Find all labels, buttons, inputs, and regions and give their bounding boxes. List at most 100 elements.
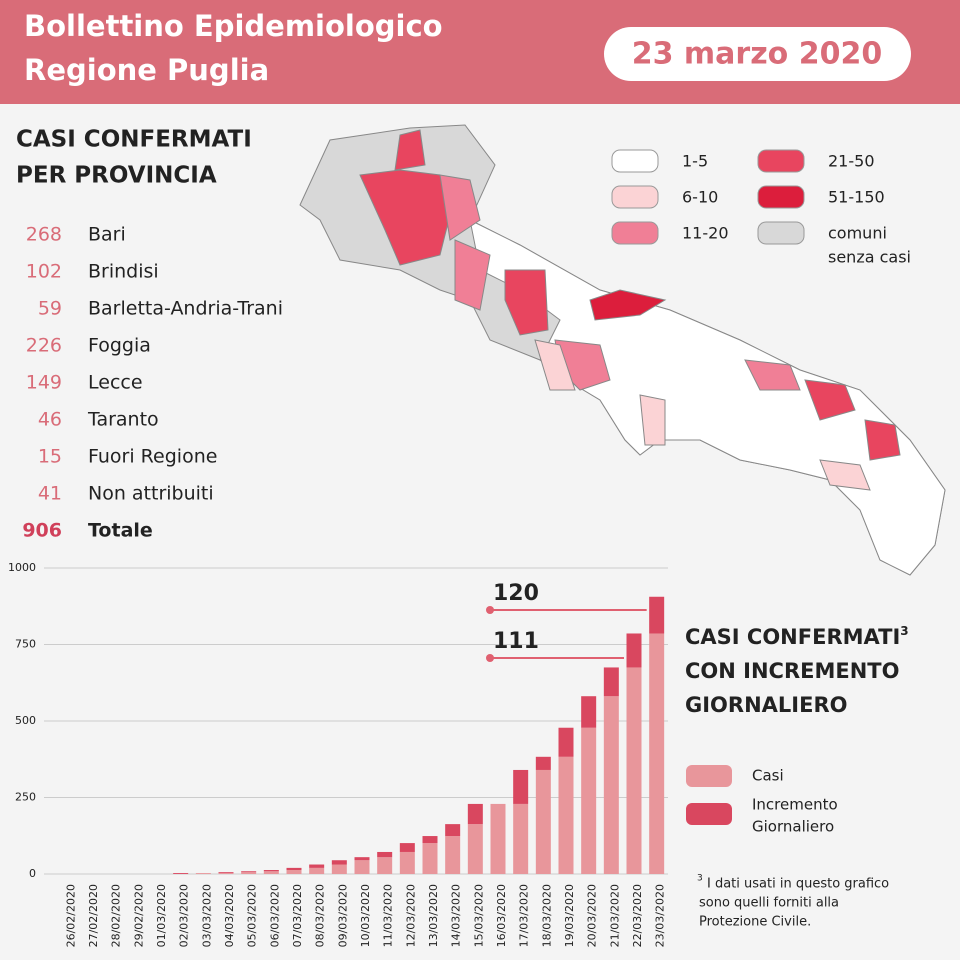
map-area <box>639 394 666 446</box>
bar-segment <box>354 857 370 861</box>
map <box>299 124 946 576</box>
legend-swatch <box>611 185 659 209</box>
province-count: 226 <box>26 335 62 357</box>
bar-segment <box>445 824 461 837</box>
total-label: Totale <box>88 520 153 542</box>
bar-segment <box>626 667 642 874</box>
province-name: Taranto <box>87 409 159 431</box>
header-title: Bollettino Epidemiologico <box>24 9 443 43</box>
legend-label: 1-5 <box>682 152 708 171</box>
annotation-label: 111 <box>493 629 539 654</box>
legend-swatch <box>686 803 732 825</box>
y-tick-label: 500 <box>15 714 36 727</box>
bar-segment <box>422 836 438 844</box>
y-tick-label: 1000 <box>8 561 36 574</box>
map-legend: 1-5 6-10 11-20 21-50 51-150 comuni senza casi <box>611 149 911 267</box>
bar-segment <box>263 871 279 874</box>
x-tick-label: 20/03/2020 <box>586 884 599 947</box>
x-tick-label: 02/03/2020 <box>178 884 191 947</box>
bar-segment <box>218 873 234 874</box>
x-tick-label: 23/03/2020 <box>654 884 667 947</box>
map-area <box>589 289 667 321</box>
bar-segment <box>649 633 665 874</box>
map-area <box>744 359 801 391</box>
chart-title: CON INCREMENTO <box>685 659 899 683</box>
x-tick-label: 10/03/2020 <box>359 884 372 947</box>
map-area <box>819 459 871 491</box>
y-tick-label: 750 <box>15 638 36 651</box>
map-area <box>534 339 576 391</box>
map-area <box>394 129 426 171</box>
header-title: Regione Puglia <box>24 53 269 87</box>
province-count: 46 <box>38 409 62 431</box>
x-tick-label: 12/03/2020 <box>404 884 417 947</box>
province-name: Bari <box>88 224 126 246</box>
legend-label: comuni <box>828 224 887 243</box>
map-area <box>804 379 856 421</box>
bar-segment <box>603 667 619 697</box>
province-count: 59 <box>38 298 62 320</box>
province-name: Barletta-Andria-Trani <box>88 298 283 320</box>
x-tick-label: 18/03/2020 <box>540 884 553 947</box>
x-tick-label: 13/03/2020 <box>427 884 440 947</box>
chart-title: GIORNALIERO <box>685 693 847 717</box>
legend-label: Giornaliero <box>752 818 834 836</box>
x-tick-label: 19/03/2020 <box>563 884 576 947</box>
bar-segment <box>467 803 483 825</box>
section-title: CASI CONFERMATI <box>16 127 252 153</box>
y-tick-label: 0 <box>29 867 36 880</box>
annotation-label: 120 <box>493 581 539 606</box>
x-tick-label: 21/03/2020 <box>608 884 621 947</box>
bar-segment <box>558 727 574 757</box>
date: 23 marzo 2020 <box>632 37 883 72</box>
bar-segment <box>309 867 325 874</box>
x-tick-label: 07/03/2020 <box>291 884 304 947</box>
bar-segment <box>490 803 506 874</box>
bar-segment <box>603 696 619 874</box>
x-tick-label: 08/03/2020 <box>314 884 327 947</box>
x-tick-label: 05/03/2020 <box>246 884 259 947</box>
date-pill <box>604 27 911 81</box>
annotation-dot <box>486 654 494 662</box>
bar-segment <box>309 864 325 868</box>
province-count: 102 <box>26 261 62 283</box>
bar-segment <box>581 696 597 728</box>
province-count: 149 <box>26 372 62 394</box>
legend-swatch <box>611 221 659 245</box>
province-count: 268 <box>26 224 62 246</box>
bar-segment <box>399 851 415 874</box>
title-note: 3 <box>900 624 908 638</box>
province-name: Non attribuiti <box>88 483 214 505</box>
bar-segment <box>445 836 461 874</box>
x-tick-label: 28/02/2020 <box>110 884 123 947</box>
x-tick-label: 15/03/2020 <box>472 884 485 947</box>
bar-segment <box>241 871 257 873</box>
x-tick-label: 27/02/2020 <box>87 884 100 947</box>
bar-segment <box>513 769 529 804</box>
annotation-dot <box>486 606 494 614</box>
x-tick-label: 03/03/2020 <box>200 884 213 947</box>
bar-segment <box>649 596 665 634</box>
province-name: Foggia <box>88 335 151 357</box>
x-tick-label: 09/03/2020 <box>336 884 349 947</box>
bar-segment <box>513 803 529 874</box>
x-tick-label: 14/03/2020 <box>450 884 463 947</box>
bar-segment <box>399 843 415 852</box>
bar-segment <box>195 873 211 874</box>
y-tick-label: 250 <box>15 791 36 804</box>
footnote: I dati usati in questo grafico <box>707 877 889 892</box>
footnote-mark: 3 <box>697 874 703 884</box>
province-count: 41 <box>38 483 62 505</box>
bar-segment <box>558 756 574 874</box>
province-name: Fuori Regione <box>88 446 217 468</box>
legend-label: 11-20 <box>682 224 729 243</box>
bar-segment <box>626 633 642 668</box>
legend-swatch <box>757 185 805 209</box>
bar-segment <box>422 843 438 874</box>
section-title: PER PROVINCIA <box>16 163 217 189</box>
province-count: 15 <box>38 446 62 468</box>
province-name: Brindisi <box>88 261 159 283</box>
legend-label: 21-50 <box>828 152 875 171</box>
bar-segment <box>377 857 393 874</box>
x-tick-label: 17/03/2020 <box>518 884 531 947</box>
